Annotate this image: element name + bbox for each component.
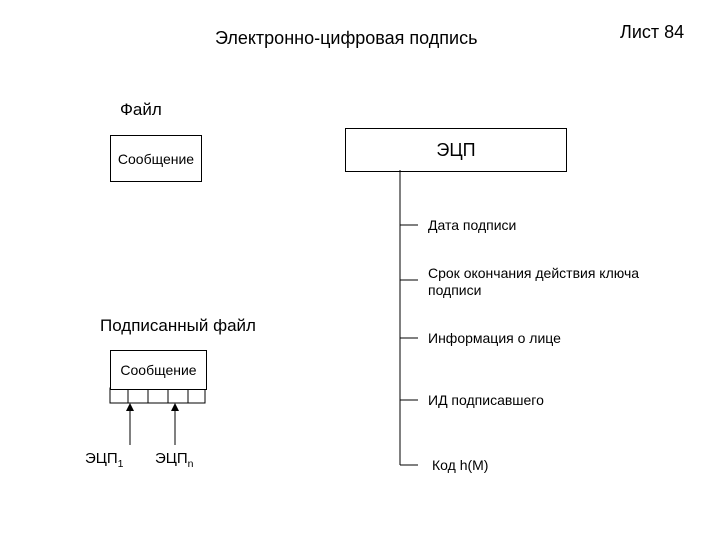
ecp-box-label: ЭЦП (436, 140, 475, 161)
tree-item: Срок окончания действия ключа подписи (428, 265, 658, 299)
tree-item: Информация о лице (428, 330, 561, 346)
page-title: Электронно-цифровая подпись (215, 28, 477, 49)
sheet-label: Лист 84 (620, 22, 684, 43)
signed-message-box: Сообщение (110, 350, 207, 390)
tree-item: ИД подписавшего (428, 392, 544, 408)
signed-message-box-label: Сообщение (120, 362, 196, 378)
ecp-box: ЭЦП (345, 128, 567, 172)
ecpn-label: ЭЦПn (155, 450, 194, 470)
signed-file-heading: Подписанный файл (100, 316, 256, 336)
tree-item: Дата подписи (428, 217, 516, 233)
message-box: Сообщение (110, 135, 202, 182)
message-box-label: Сообщение (118, 151, 194, 167)
tree-item: Код h(M) (432, 457, 488, 473)
file-heading: Файл (120, 100, 162, 120)
ecp1-label: ЭЦП1 (85, 450, 124, 470)
